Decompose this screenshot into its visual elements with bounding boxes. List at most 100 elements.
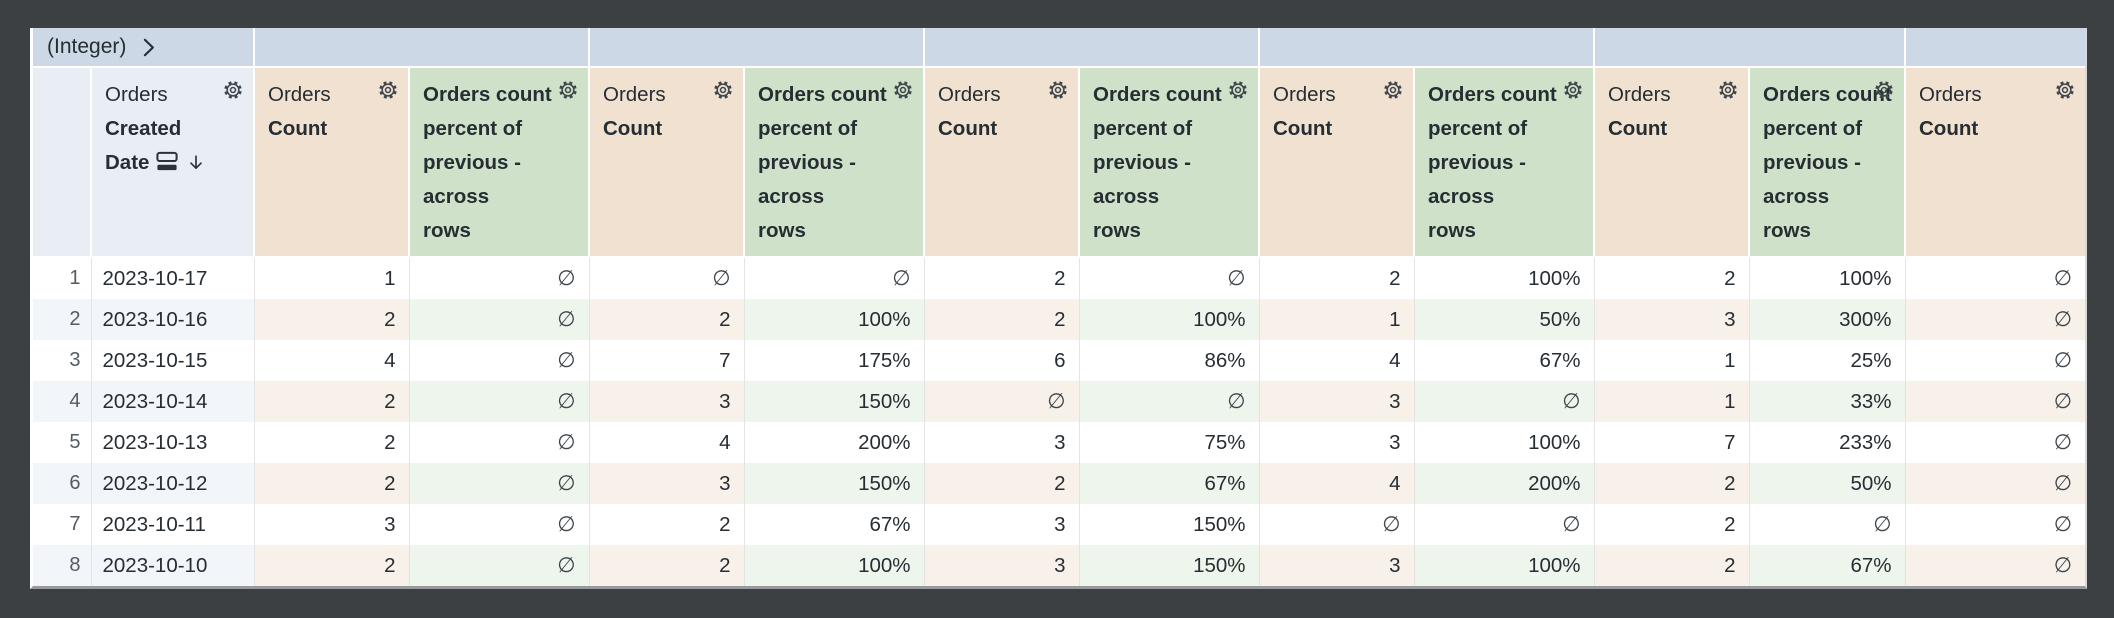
value-cell[interactable]: 2 bbox=[923, 257, 1079, 299]
value-cell[interactable]: 2 bbox=[1593, 257, 1749, 299]
value-cell[interactable]: 1 bbox=[1593, 381, 1749, 422]
value-cell[interactable]: 67% bbox=[1413, 340, 1594, 381]
gear-icon[interactable] bbox=[1873, 79, 1895, 101]
value-cell[interactable]: ∅ bbox=[1748, 504, 1905, 545]
value-cell[interactable]: 50% bbox=[1413, 299, 1594, 340]
value-cell[interactable]: 67% bbox=[1748, 545, 1905, 586]
column-header-percent-of-previous[interactable]: Orders count percent of previous - across ro… bbox=[1748, 67, 1905, 258]
value-cell[interactable]: 3 bbox=[1258, 545, 1414, 586]
gear-icon[interactable] bbox=[377, 79, 399, 101]
value-cell[interactable]: 100% bbox=[1748, 257, 1905, 299]
value-cell[interactable]: ∅ bbox=[1413, 504, 1594, 545]
value-cell[interactable]: ∅ bbox=[408, 422, 589, 463]
pivot-field-toggle[interactable]: (Integer) bbox=[33, 28, 254, 68]
value-cell[interactable]: 1 bbox=[253, 257, 409, 299]
value-cell[interactable]: 100% bbox=[743, 299, 924, 340]
value-cell[interactable]: ∅ bbox=[408, 299, 589, 340]
gear-icon[interactable] bbox=[2054, 79, 2076, 101]
value-cell[interactable]: ∅ bbox=[1904, 340, 2085, 381]
value-cell[interactable]: 175% bbox=[743, 340, 924, 381]
value-cell[interactable]: 200% bbox=[1413, 463, 1594, 504]
chevron-right-icon[interactable] bbox=[136, 35, 161, 60]
date-cell[interactable]: 2023-10-15 bbox=[90, 340, 254, 381]
gear-icon[interactable] bbox=[222, 79, 244, 101]
value-cell[interactable]: 100% bbox=[1413, 545, 1594, 586]
value-cell[interactable]: 67% bbox=[1078, 463, 1259, 504]
value-cell[interactable]: 2 bbox=[1593, 463, 1749, 504]
value-cell[interactable]: 7 bbox=[588, 340, 744, 381]
column-header-percent-of-previous[interactable]: Orders count percent of previous - across ro… bbox=[743, 67, 924, 258]
value-cell[interactable]: ∅ bbox=[408, 463, 589, 504]
value-cell[interactable]: 6 bbox=[923, 340, 1079, 381]
value-cell[interactable]: ∅ bbox=[1904, 257, 2085, 299]
value-cell[interactable]: ∅ bbox=[408, 504, 589, 545]
value-cell[interactable]: 3 bbox=[923, 422, 1079, 463]
value-cell[interactable]: 2 bbox=[588, 299, 744, 340]
gear-icon[interactable] bbox=[1227, 79, 1249, 101]
gear-icon[interactable] bbox=[712, 79, 734, 101]
date-cell[interactable]: 2023-10-12 bbox=[90, 463, 254, 504]
value-cell[interactable]: ∅ bbox=[408, 340, 589, 381]
value-cell[interactable]: 2 bbox=[253, 422, 409, 463]
value-cell[interactable]: 3 bbox=[923, 545, 1079, 586]
value-cell[interactable]: 2 bbox=[1258, 257, 1414, 299]
gear-icon[interactable] bbox=[1717, 79, 1739, 101]
column-header-percent-of-previous[interactable]: Orders count percent of previous - across ro… bbox=[1413, 67, 1594, 258]
value-cell[interactable]: 2 bbox=[923, 463, 1079, 504]
date-cell[interactable]: 2023-10-13 bbox=[90, 422, 254, 463]
value-cell[interactable]: 3 bbox=[588, 463, 744, 504]
value-cell[interactable]: 100% bbox=[743, 545, 924, 586]
gear-icon[interactable] bbox=[1562, 79, 1584, 101]
value-cell[interactable]: ∅ bbox=[1078, 257, 1259, 299]
value-cell[interactable]: 1 bbox=[1258, 299, 1414, 340]
value-cell[interactable]: 4 bbox=[1258, 463, 1414, 504]
value-cell[interactable]: 86% bbox=[1078, 340, 1259, 381]
value-cell[interactable]: 75% bbox=[1078, 422, 1259, 463]
value-cell[interactable]: 7 bbox=[1593, 422, 1749, 463]
value-cell[interactable]: ∅ bbox=[1904, 422, 2085, 463]
value-cell[interactable]: 2 bbox=[588, 545, 744, 586]
value-cell[interactable]: ∅ bbox=[408, 257, 589, 299]
value-cell[interactable]: 233% bbox=[1748, 422, 1905, 463]
column-header-orders-count[interactable]: Orders Count bbox=[253, 67, 409, 258]
value-cell[interactable]: 33% bbox=[1748, 381, 1905, 422]
value-cell[interactable]: 150% bbox=[743, 463, 924, 504]
value-cell[interactable]: 25% bbox=[1748, 340, 1905, 381]
value-cell[interactable]: 2 bbox=[253, 381, 409, 422]
column-header-orders-count[interactable]: Orders Count bbox=[923, 67, 1079, 258]
date-cell[interactable]: 2023-10-14 bbox=[90, 381, 254, 422]
column-header-orders-count[interactable]: Orders Count bbox=[1258, 67, 1414, 258]
column-header-percent-of-previous[interactable]: Orders count percent of previous - across ro… bbox=[1078, 67, 1259, 258]
value-cell[interactable]: 1 bbox=[1593, 340, 1749, 381]
value-cell[interactable]: ∅ bbox=[1078, 381, 1259, 422]
value-cell[interactable]: 2 bbox=[1593, 545, 1749, 586]
value-cell[interactable]: 2 bbox=[1593, 504, 1749, 545]
value-cell[interactable]: 150% bbox=[1078, 545, 1259, 586]
date-cell[interactable]: 2023-10-16 bbox=[90, 299, 254, 340]
value-cell[interactable]: 2 bbox=[253, 545, 409, 586]
value-cell[interactable]: ∅ bbox=[408, 381, 589, 422]
column-header-orders-count[interactable]: Orders Count bbox=[1593, 67, 1749, 258]
value-cell[interactable]: 4 bbox=[1258, 340, 1414, 381]
column-header-orders-count[interactable]: Orders Count bbox=[1904, 67, 2085, 258]
value-cell[interactable]: ∅ bbox=[588, 257, 744, 299]
value-cell[interactable]: 3 bbox=[923, 504, 1079, 545]
value-cell[interactable]: 2 bbox=[588, 504, 744, 545]
date-cell[interactable]: 2023-10-17 bbox=[90, 257, 254, 299]
value-cell[interactable]: 2 bbox=[253, 299, 409, 340]
value-cell[interactable]: ∅ bbox=[1904, 299, 2085, 340]
value-cell[interactable]: 3 bbox=[1593, 299, 1749, 340]
value-cell[interactable]: 67% bbox=[743, 504, 924, 545]
value-cell[interactable]: 3 bbox=[253, 504, 409, 545]
value-cell[interactable]: 200% bbox=[743, 422, 924, 463]
date-cell[interactable]: 2023-10-10 bbox=[90, 545, 254, 586]
value-cell[interactable]: 50% bbox=[1748, 463, 1905, 504]
value-cell[interactable]: ∅ bbox=[923, 381, 1079, 422]
value-cell[interactable]: ∅ bbox=[408, 545, 589, 586]
gear-icon[interactable] bbox=[1382, 79, 1404, 101]
value-cell[interactable]: 4 bbox=[253, 340, 409, 381]
value-cell[interactable]: ∅ bbox=[1904, 463, 2085, 504]
value-cell[interactable]: ∅ bbox=[1258, 504, 1414, 545]
value-cell[interactable]: 2 bbox=[923, 299, 1079, 340]
value-cell[interactable]: 3 bbox=[588, 381, 744, 422]
